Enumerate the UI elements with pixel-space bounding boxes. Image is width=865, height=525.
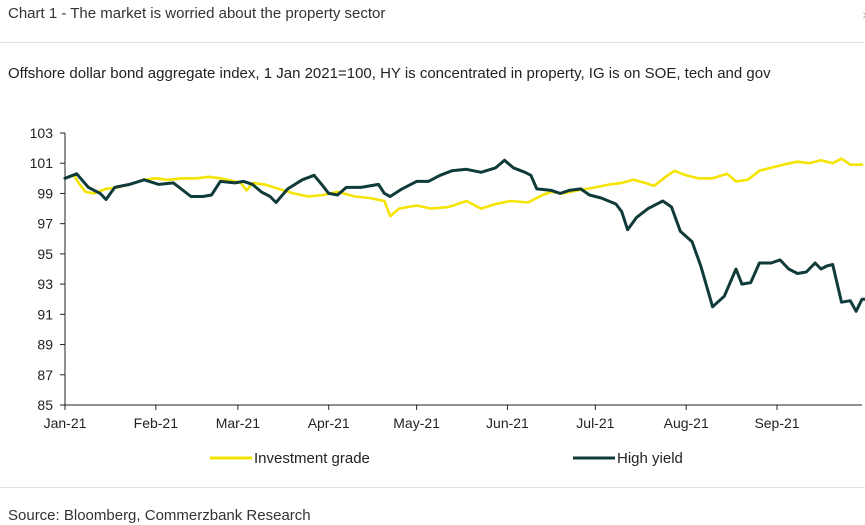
legend-label: High yield	[617, 450, 683, 467]
y-tick-label: 97	[37, 216, 53, 232]
series-line-investment-grade	[63, 157, 864, 218]
close-icon[interactable]: ›	[862, 6, 865, 22]
chart-subtitle: Offshore dollar bond aggregate index, 1 …	[8, 65, 771, 82]
x-tick-label: Apr-21	[308, 415, 350, 431]
y-tick-label: 103	[30, 125, 54, 141]
x-tick-label: Mar-21	[216, 415, 261, 431]
chart-title: Chart 1 - The market is worried about th…	[8, 5, 386, 22]
chart-series	[63, 157, 865, 313]
x-tick-label: Jun-21	[486, 415, 529, 431]
x-tick-label: May-21	[393, 415, 440, 431]
y-tick-label: 93	[37, 276, 53, 292]
y-tick-label: 87	[37, 367, 53, 383]
x-tick-label: Aug-21	[664, 415, 709, 431]
top-divider	[0, 42, 865, 43]
x-tick-label: Jul-21	[576, 415, 614, 431]
y-tick-label: 85	[37, 397, 53, 413]
x-tick-label: Sep-21	[754, 415, 799, 431]
x-tick-label: Jan-21	[44, 415, 87, 431]
y-tick-label: 89	[37, 337, 53, 353]
y-tick-label: 101	[30, 155, 54, 171]
chart-legend: Investment grade High yield	[210, 450, 683, 467]
y-tick-label: 95	[37, 246, 53, 262]
chart-axes: 103 101 99 97 95 93 91 89 87 85 Jan-21 Feb-21 Mar-21…	[30, 125, 862, 431]
y-tick-label: 99	[37, 185, 53, 201]
legend-label: Investment grade	[254, 450, 370, 467]
bottom-divider	[0, 487, 865, 488]
series-line-high-yield	[63, 158, 865, 313]
x-tick-label: Feb-21	[134, 415, 179, 431]
source-note: Source: Bloomberg, Commerzbank Research	[8, 507, 311, 524]
line-chart: 103 101 99 97 95 93 91 89 87 85 Jan-21 Feb-21 Mar-21…	[30, 125, 865, 467]
y-tick-label: 91	[37, 306, 53, 322]
